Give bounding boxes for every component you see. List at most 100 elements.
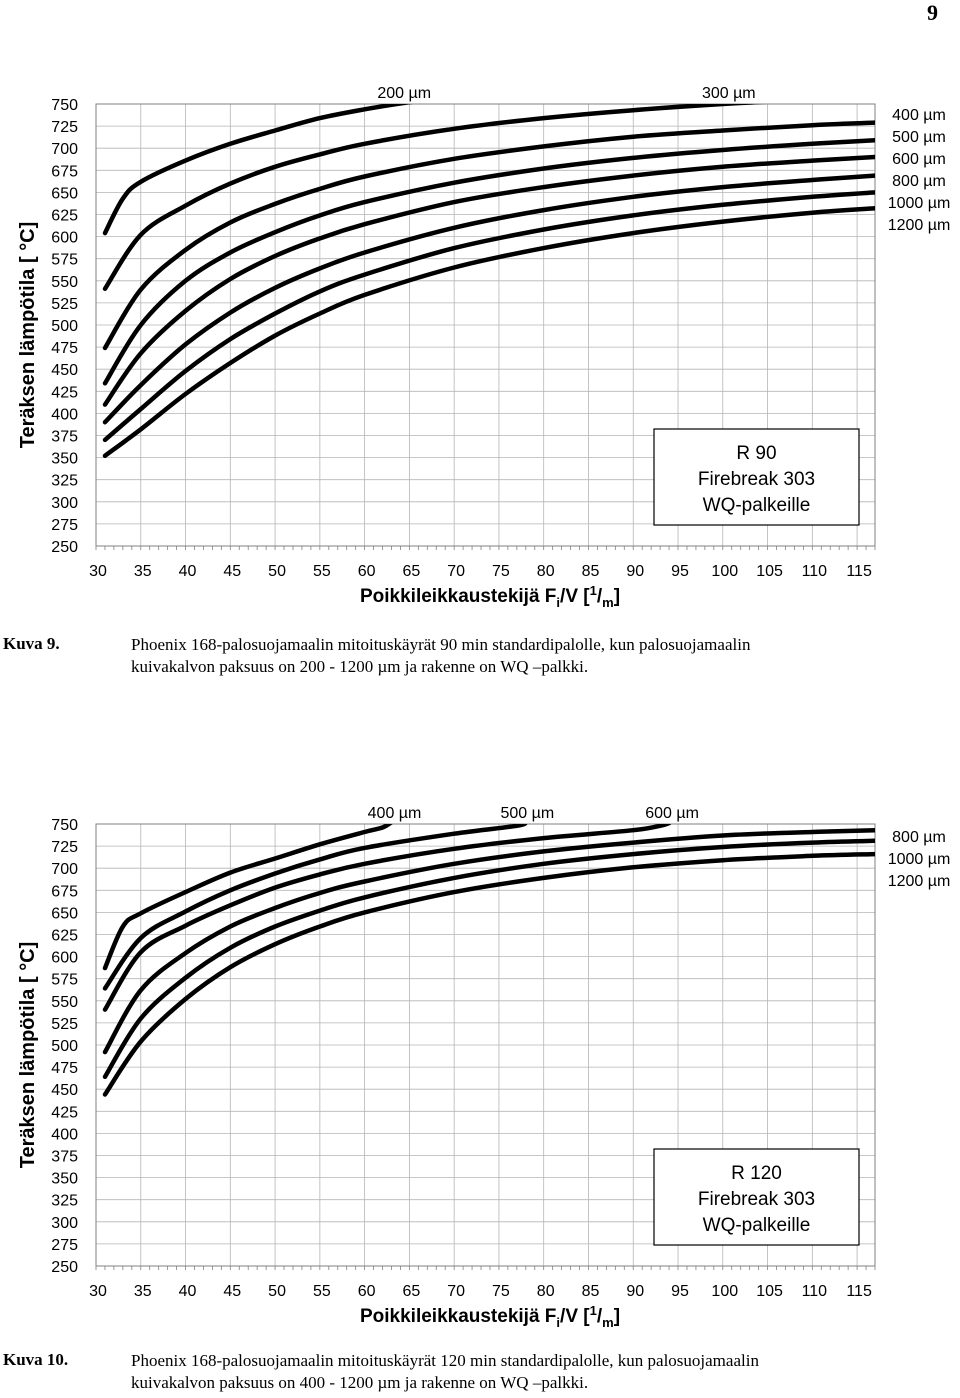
x-axis-label-part: 1 [590, 583, 597, 598]
y-tick-label: 250 [51, 1259, 78, 1276]
y-tick-label: 525 [51, 1016, 78, 1033]
series-label-4: 500 µm [892, 129, 946, 146]
y-tick-label: 475 [51, 1060, 78, 1077]
figure-caption-9: Kuva 9. Phoenix 168-palosuojamaalin mito… [0, 634, 960, 684]
x-tick-label: 55 [313, 1283, 331, 1300]
x-tick-label: 95 [671, 563, 689, 580]
y-tick-label: 600 [51, 950, 78, 967]
x-tick-label: 35 [134, 563, 152, 580]
legend-box [653, 1148, 860, 1246]
series-label-1: 200 µm [377, 85, 431, 102]
y-tick-label: 300 [51, 495, 78, 512]
y-tick-label: 500 [51, 1038, 78, 1055]
x-tick-label: 45 [223, 1283, 241, 1300]
series-label-2: 300 µm [702, 85, 756, 102]
series-label-1: 400 µm [368, 805, 422, 822]
caption-line-2: kuivakalvon paksuus on 400 - 1200 µm ja … [131, 1373, 589, 1392]
series-lines [102, 104, 875, 459]
caption-label: Kuva 10. [3, 1350, 69, 1369]
x-tick-label: 50 [268, 563, 286, 580]
y-tick-label: 325 [51, 1193, 78, 1210]
series-line-5 [102, 154, 875, 407]
x-tick-label: 55 [313, 563, 331, 580]
legend-box-line-2: Firebreak 303 [698, 1189, 815, 1210]
x-axis-label-part: m [602, 1315, 614, 1330]
y-tick-label: 350 [51, 451, 78, 468]
y-tick-label: 675 [51, 163, 78, 180]
series-label-3: 400 µm [892, 107, 946, 124]
x-tick-label: 30 [89, 563, 107, 580]
x-tick-label: 45 [223, 563, 241, 580]
y-tick-label: 450 [51, 1082, 78, 1099]
y-tick-label: 575 [51, 252, 78, 269]
x-axis-label-part: ] [614, 586, 620, 607]
y-tick-label: 500 [51, 318, 78, 335]
figure-caption-10: Kuva 10. Phoenix 168-palosuojamaalin mit… [0, 1350, 960, 1398]
x-tick-label: 80 [537, 563, 555, 580]
series-label-5: 1000 µm [888, 851, 951, 868]
y-tick-label: 550 [51, 994, 78, 1011]
y-tick-label: 675 [51, 883, 78, 900]
y-tick-label: 750 [51, 817, 78, 834]
legend-box-line-1: R 90 [736, 443, 776, 464]
x-tick-label: 80 [537, 1283, 555, 1300]
series-label-4: 800 µm [892, 829, 946, 846]
series-line-2 [102, 824, 528, 991]
series-lines [102, 824, 875, 1097]
series-line-2 [102, 104, 766, 292]
chart-r120: 250 275 300 325 350 375 400 425 450 475 500 525 550 5… [17, 805, 951, 1330]
y-tick-label: 375 [51, 429, 78, 446]
y-tick-label: 600 [51, 230, 78, 247]
x-tick-label: 50 [268, 1283, 286, 1300]
x-tick-label: 75 [492, 1283, 510, 1300]
x-tick-label: 110 [802, 563, 828, 580]
legend-box-line-3: WQ-palkeille [703, 1215, 811, 1236]
y-tick-label: 325 [51, 473, 78, 490]
y-tick-label: 400 [51, 1126, 78, 1143]
y-tick-label: 725 [51, 119, 78, 136]
caption-line-2: kuivakalvon paksuus on 200 - 1200 µm ja … [131, 657, 589, 676]
x-minor-ticks [95, 546, 876, 550]
x-axis-label-part: m [602, 595, 614, 610]
series-line-3 [102, 120, 875, 351]
series-line-7 [102, 190, 875, 443]
x-tick-label: 105 [756, 1283, 783, 1300]
series-line-1 [102, 104, 413, 236]
y-tick-label: 250 [51, 539, 78, 556]
y-tick-label: 375 [51, 1149, 78, 1166]
y-tick-label: 425 [51, 1104, 78, 1121]
y-tick-label: 650 [51, 905, 78, 922]
y-tick-label: 625 [51, 928, 78, 945]
x-axis-label-part: /V [ [560, 1306, 590, 1327]
y-tick-label: 700 [51, 861, 78, 878]
legend-box-line-2: Firebreak 303 [698, 469, 815, 490]
plot-frame [95, 103, 876, 547]
series-line-6 [102, 173, 875, 425]
x-tick-label: 40 [179, 1283, 197, 1300]
chart-r90: 250 275 300 325 350 375 400 425 450 475 500 525 550 5… [17, 85, 951, 610]
series-label-7: 1000 µm [888, 195, 951, 212]
series-line-6 [102, 851, 875, 1097]
x-tick-label: 70 [447, 1283, 465, 1300]
y-tick-label: 525 [51, 296, 78, 313]
x-tick-label: 85 [582, 563, 600, 580]
x-tick-label: 35 [134, 1283, 152, 1300]
series-label-8: 1200 µm [888, 217, 951, 234]
series-label-3: 600 µm [645, 805, 699, 822]
y-tick-label: 725 [51, 839, 78, 856]
x-tick-label: 100 [711, 563, 738, 580]
caption-label: Kuva 9. [3, 634, 60, 653]
series-line-3 [102, 824, 672, 1012]
y-axis-label: Teräksen lämpötila [ °C] [17, 222, 39, 449]
x-tick-label: 90 [626, 563, 644, 580]
x-axis-label-part: Poikkileikkaustekijä F [360, 1306, 556, 1327]
series-label-6: 1200 µm [888, 873, 951, 890]
series-line-4 [102, 827, 875, 1055]
series-line-8 [102, 206, 875, 459]
caption-text: Phoenix 168-palosuojamaalin mitoituskäyr… [131, 634, 911, 678]
x-axis-label-part: i [556, 1315, 560, 1330]
y-tick-label: 300 [51, 1215, 78, 1232]
x-tick-label: 90 [626, 1283, 644, 1300]
x-tick-label: 60 [358, 563, 376, 580]
x-axis-label-part: ] [614, 1306, 620, 1327]
